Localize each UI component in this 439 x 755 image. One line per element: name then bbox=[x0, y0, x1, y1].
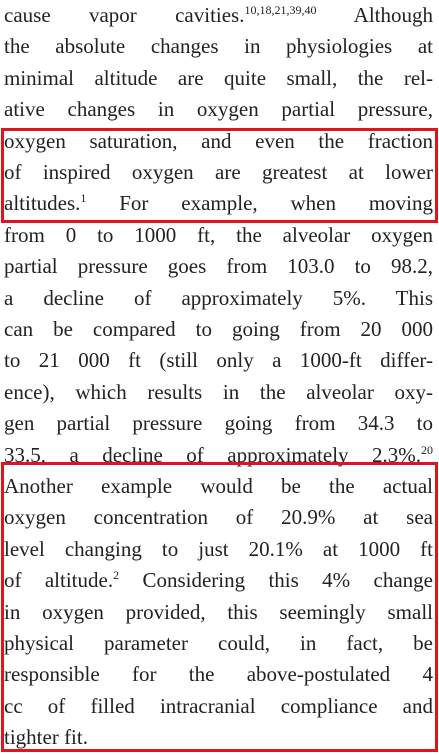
text-line: cc of filled intracranial compliance and bbox=[4, 691, 433, 721]
text-run: Although bbox=[316, 3, 433, 27]
text-run: altitudes. bbox=[4, 191, 81, 216]
text-line: the absolute changes in physiologies at bbox=[4, 31, 433, 61]
citation-superscript: 10,18,21,39,40 bbox=[244, 3, 317, 17]
text-run: oxygen saturation, and even the fraction bbox=[4, 128, 433, 153]
text-line: physical parameter could, in fact, be bbox=[4, 628, 433, 658]
text-run: of inspired oxygen are greatest at lower bbox=[4, 160, 433, 184]
text-run: physical parameter could, in fact, be bbox=[4, 631, 433, 655]
text-run: cause vapor cavities. bbox=[4, 3, 245, 27]
text-line: a decline of approximately 5%. This bbox=[4, 283, 433, 313]
text-line: of inspired oxygen are greatest at lower bbox=[4, 157, 433, 187]
text-line: from 0 to 1000 ft, the alveolar oxygen bbox=[4, 220, 433, 250]
text-line: cause vapor cavities.10,18,21,39,40 Alth… bbox=[4, 0, 433, 30]
citation-superscript: 2 bbox=[113, 568, 120, 583]
citation-superscript: 20 bbox=[421, 442, 433, 457]
text-run: in oxygen provided, this seemingly small bbox=[4, 599, 433, 624]
text-line: minimal altitude are quite small, the re… bbox=[4, 63, 433, 93]
text-run: to 21 000 ft (still only a 1000-ft diffe… bbox=[4, 348, 433, 373]
text-run: oxygen concentration of 20.9% at sea bbox=[4, 505, 433, 530]
text-run: level changing to just 20.1% at 1000 ft bbox=[4, 536, 433, 561]
citation-superscript: 1 bbox=[80, 191, 87, 206]
text-line: partial pressure goes from 103.0 to 98.2… bbox=[4, 251, 433, 281]
text-run: from 0 to 1000 ft, the alveolar oxygen bbox=[4, 222, 433, 247]
text-run: ence), which results in the alveolar oxy… bbox=[4, 379, 433, 404]
text-line: gen partial pressure going from 34.3 to bbox=[4, 408, 433, 438]
text-line: responsible for the above-postulated 4 bbox=[4, 659, 433, 689]
text-run: responsible for the above-postulated 4 bbox=[4, 662, 433, 687]
text-line: altitudes.1 For example, when moving bbox=[4, 188, 433, 218]
text-run: ative changes in oxygen partial pressure… bbox=[4, 97, 433, 122]
text-line: oxygen concentration of 20.9% at sea bbox=[4, 502, 433, 532]
text-line: tighter fit. bbox=[4, 722, 433, 752]
text-line: of altitude.2 Considering this 4% change bbox=[4, 565, 433, 595]
text-run: minimal altitude are quite small, the re… bbox=[4, 65, 433, 90]
highlight-box bbox=[1, 128, 438, 223]
text-line: level changing to just 20.1% at 1000 ft bbox=[4, 534, 433, 564]
text-run: a decline of approximately 5%. This bbox=[4, 285, 433, 310]
text-line: Another example would be the actual bbox=[4, 471, 433, 501]
text-run: gen partial pressure going from 34.3 to bbox=[4, 411, 433, 436]
text-line: ence), which results in the alveolar oxy… bbox=[4, 377, 433, 407]
text-line: to 21 000 ft (still only a 1000-ft diffe… bbox=[4, 345, 433, 375]
text-line: ative changes in oxygen partial pressure… bbox=[4, 94, 433, 124]
text-run: tighter fit. bbox=[4, 725, 88, 750]
text-run: Considering this 4% change bbox=[119, 568, 433, 593]
text-run: the absolute changes in physiologies at bbox=[4, 34, 433, 59]
text-line: oxygen saturation, and even the fraction bbox=[4, 126, 433, 156]
highlight-box bbox=[1, 462, 438, 752]
text-line: can be compared to going from 20 000 bbox=[4, 314, 433, 344]
text-run: For example, when moving bbox=[86, 191, 433, 216]
text-run: cc of filled intracranial compliance and bbox=[4, 693, 433, 718]
text-run: Another example would be the actual bbox=[4, 474, 433, 498]
text-run: partial pressure goes from 103.0 to 98.2… bbox=[4, 254, 433, 279]
text-run: of altitude. bbox=[4, 568, 114, 593]
text-line: in oxygen provided, this seemingly small bbox=[4, 597, 433, 627]
text-run: can be compared to going from 20 000 bbox=[4, 317, 433, 341]
